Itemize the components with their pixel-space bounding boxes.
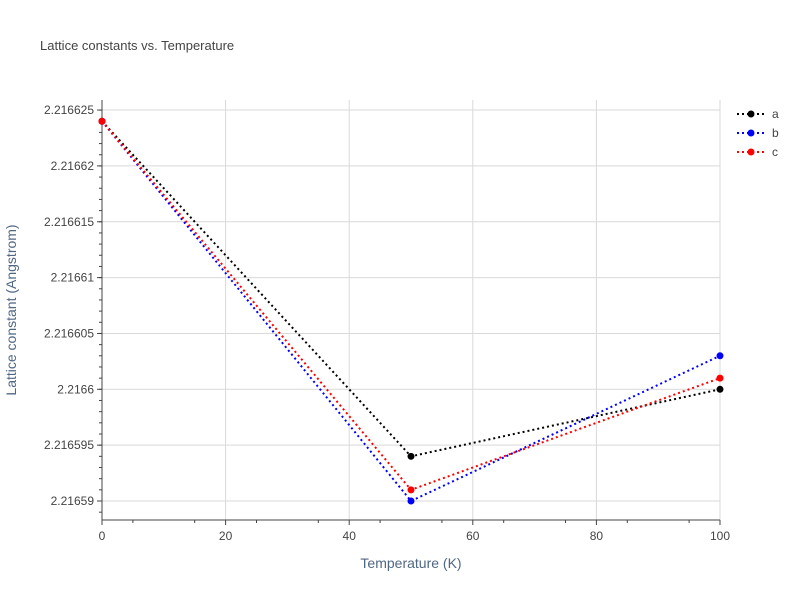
series-layer bbox=[98, 117, 724, 505]
legend-item-c[interactable]: c bbox=[737, 145, 778, 159]
data-point-a bbox=[407, 452, 415, 460]
data-point-c bbox=[98, 117, 106, 125]
data-point-b bbox=[407, 497, 415, 505]
y-tick-label: 2.216595 bbox=[44, 438, 94, 452]
legend[interactable]: abc bbox=[737, 107, 779, 159]
y-tick-label: 2.21661 bbox=[51, 271, 95, 285]
data-point-a bbox=[716, 385, 724, 393]
legend-swatch-marker bbox=[747, 129, 755, 137]
x-tick-label: 80 bbox=[590, 529, 604, 543]
y-tick-label: 2.216605 bbox=[44, 326, 94, 340]
y-tick-label: 2.21662 bbox=[51, 159, 95, 173]
x-axis-title: Temperature (K) bbox=[360, 555, 461, 571]
x-gridlines bbox=[101, 100, 721, 525]
x-tick-label: 20 bbox=[219, 529, 233, 543]
data-point-b bbox=[716, 352, 724, 360]
legend-label: b bbox=[772, 126, 779, 140]
data-point-c bbox=[407, 486, 415, 494]
chart-title: Lattice constants vs. Temperature bbox=[40, 38, 234, 53]
legend-swatch-marker bbox=[747, 148, 755, 156]
x-tick-label: 40 bbox=[343, 529, 357, 543]
data-point-c bbox=[716, 374, 724, 382]
y-tick-label: 2.21659 bbox=[51, 494, 95, 508]
y-tick-label: 2.216625 bbox=[44, 103, 94, 117]
x-tick-label: 60 bbox=[466, 529, 480, 543]
y-tick-labels: 2.21659 2.216595 2.2166 2.216605 2.21661 2.21… bbox=[44, 103, 94, 508]
x-tick-label: 100 bbox=[710, 529, 730, 543]
legend-item-a[interactable]: a bbox=[737, 107, 779, 121]
y-tick-label: 2.2166 bbox=[57, 382, 94, 396]
x-tick-labels: 0 20 40 60 80 100 bbox=[99, 529, 731, 543]
legend-item-b[interactable]: b bbox=[737, 126, 779, 140]
legend-label: a bbox=[772, 107, 779, 121]
y-axis-title: Lattice constant (Angstrom) bbox=[3, 224, 19, 395]
x-tick-label: 0 bbox=[99, 529, 106, 543]
legend-label: c bbox=[772, 145, 778, 159]
y-tick-label: 2.216615 bbox=[44, 215, 94, 229]
legend-swatch-marker bbox=[747, 110, 755, 118]
